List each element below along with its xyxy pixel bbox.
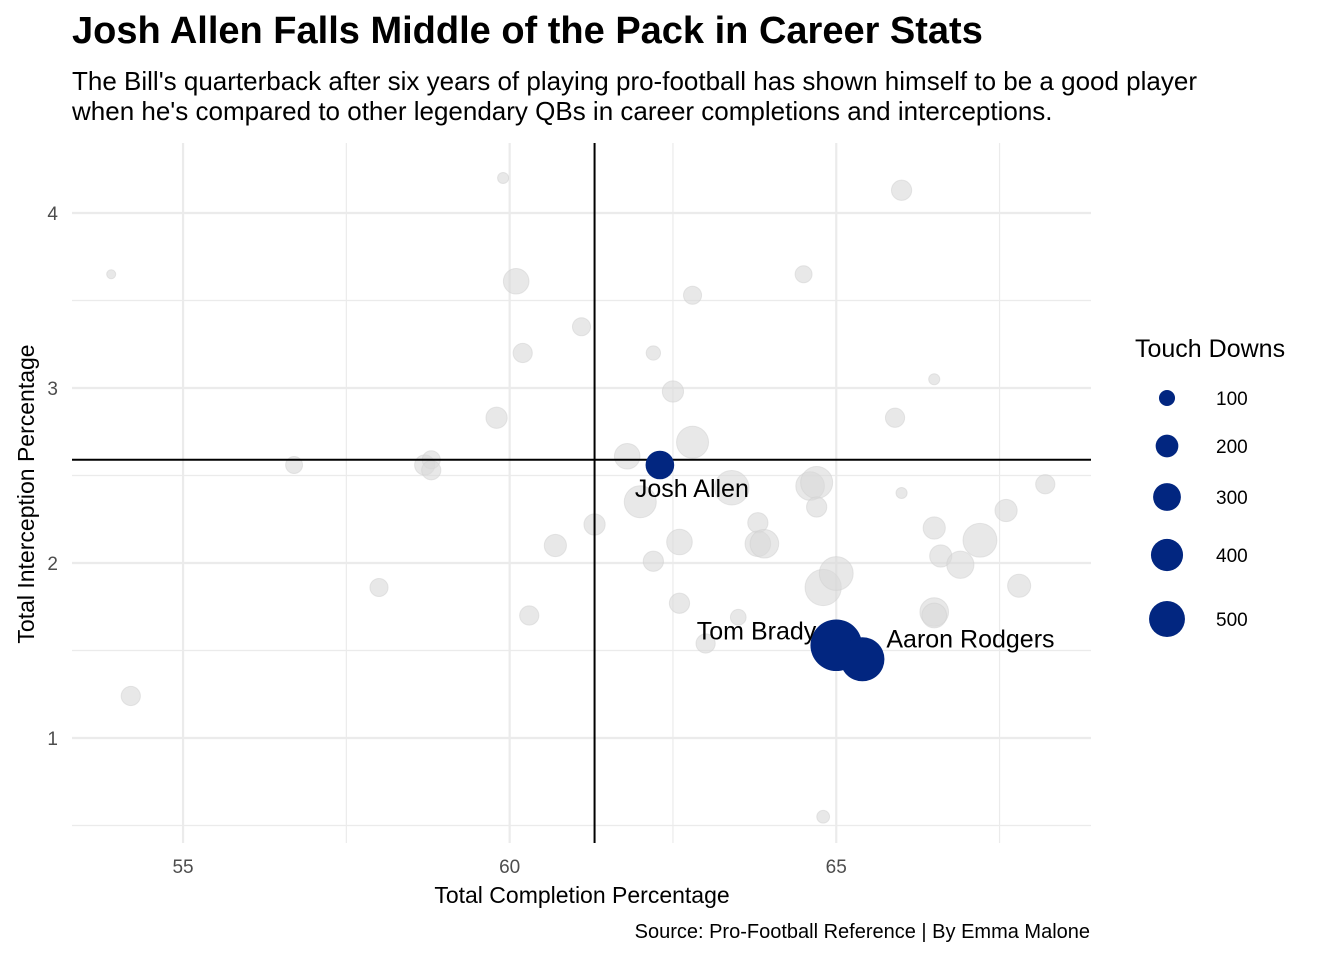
qb-point <box>661 380 685 403</box>
qb-point <box>543 533 567 558</box>
qb-point <box>946 550 975 579</box>
y-axis-ticks: 1 2 3 4 <box>47 204 58 750</box>
y-tick-label: 3 <box>47 379 58 400</box>
qb-point <box>816 809 831 824</box>
qb-point <box>1007 573 1032 598</box>
qb-point <box>645 345 662 361</box>
highlighted-point-josh-allen <box>645 450 675 480</box>
legend-size-label: 100 <box>1216 389 1248 410</box>
qb-point <box>285 456 304 474</box>
legend-size-key <box>1153 483 1181 511</box>
qb-point <box>642 550 664 572</box>
qb-point <box>921 602 948 629</box>
qb-point <box>962 522 998 558</box>
legend-size-key <box>1149 601 1185 637</box>
subtitle-line-2: when he's compared to other legendary QB… <box>72 96 1053 126</box>
y-axis-label: Total Interception Percentage <box>13 344 39 643</box>
grid-lines <box>72 143 1091 843</box>
x-tick-label: 55 <box>172 857 193 878</box>
qb-point <box>502 267 530 295</box>
qb-point <box>512 342 533 364</box>
legend-size-key <box>1150 538 1184 572</box>
qb-point <box>421 460 442 481</box>
point-label: Tom Brady <box>697 617 817 645</box>
highlighted-qb-points <box>645 450 885 682</box>
qb-point <box>818 556 854 591</box>
qb-point <box>485 406 508 429</box>
legend-size-label: 400 <box>1216 546 1248 567</box>
subtitle-line-1: The Bill's quarterback after six years o… <box>72 66 1197 96</box>
qb-point <box>666 528 693 556</box>
legend-size-label: 500 <box>1216 610 1248 631</box>
qb-point <box>676 425 710 459</box>
qb-point <box>922 516 946 540</box>
qb-point <box>497 171 510 185</box>
qb-point <box>623 485 657 519</box>
qb-point <box>800 466 834 499</box>
other-qb-points <box>106 171 1056 824</box>
qb-point <box>749 528 780 559</box>
size-legend: Touch Downs 100 200 300 400 500 <box>1135 335 1285 637</box>
qb-point <box>714 470 750 506</box>
qb-point <box>369 577 389 598</box>
legend-size-key <box>1155 434 1179 458</box>
point-labels: Josh Allen Tom Brady Aaron Rodgers <box>635 475 1055 653</box>
legend-size-key <box>1158 389 1176 407</box>
x-tick-label: 65 <box>826 857 847 878</box>
reference-lines <box>72 143 1091 843</box>
qb-point <box>519 605 540 626</box>
qb-point <box>668 592 691 614</box>
qb-point <box>695 633 716 654</box>
legend-size-label: 300 <box>1216 488 1248 509</box>
qb-point <box>895 486 908 500</box>
qb-point <box>994 498 1018 523</box>
qb-point <box>682 285 703 305</box>
qb-point <box>613 442 641 470</box>
qb-point <box>571 317 592 337</box>
qb-point <box>928 373 941 386</box>
chart-subtitle: The Bill's quarterback after six years o… <box>72 66 1197 126</box>
qb-point <box>1035 474 1056 495</box>
source-caption: Source: Pro-Football Reference | By Emma… <box>634 921 1090 943</box>
qb-point <box>106 269 117 280</box>
qb-point <box>890 179 913 201</box>
highlighted-point-aaron-rodgers <box>840 637 885 682</box>
qb-point <box>120 685 141 707</box>
qb-point <box>806 496 828 518</box>
legend-size-label: 200 <box>1216 437 1248 458</box>
y-tick-label: 2 <box>47 554 58 575</box>
legend-title: Touch Downs <box>1135 335 1285 363</box>
x-axis-label: Total Completion Percentage <box>434 882 729 908</box>
x-axis-ticks: 55 60 65 <box>172 857 846 878</box>
qb-point <box>729 608 747 626</box>
y-tick-label: 4 <box>47 204 58 225</box>
point-label: Aaron Rodgers <box>886 625 1054 653</box>
point-label: Josh Allen <box>635 475 749 503</box>
qb-point <box>884 407 906 428</box>
chart-title: Josh Allen Falls Middle of the Pack in C… <box>72 10 983 52</box>
qb-point <box>794 265 813 284</box>
x-tick-label: 60 <box>499 857 520 878</box>
y-tick-label: 1 <box>47 729 58 750</box>
